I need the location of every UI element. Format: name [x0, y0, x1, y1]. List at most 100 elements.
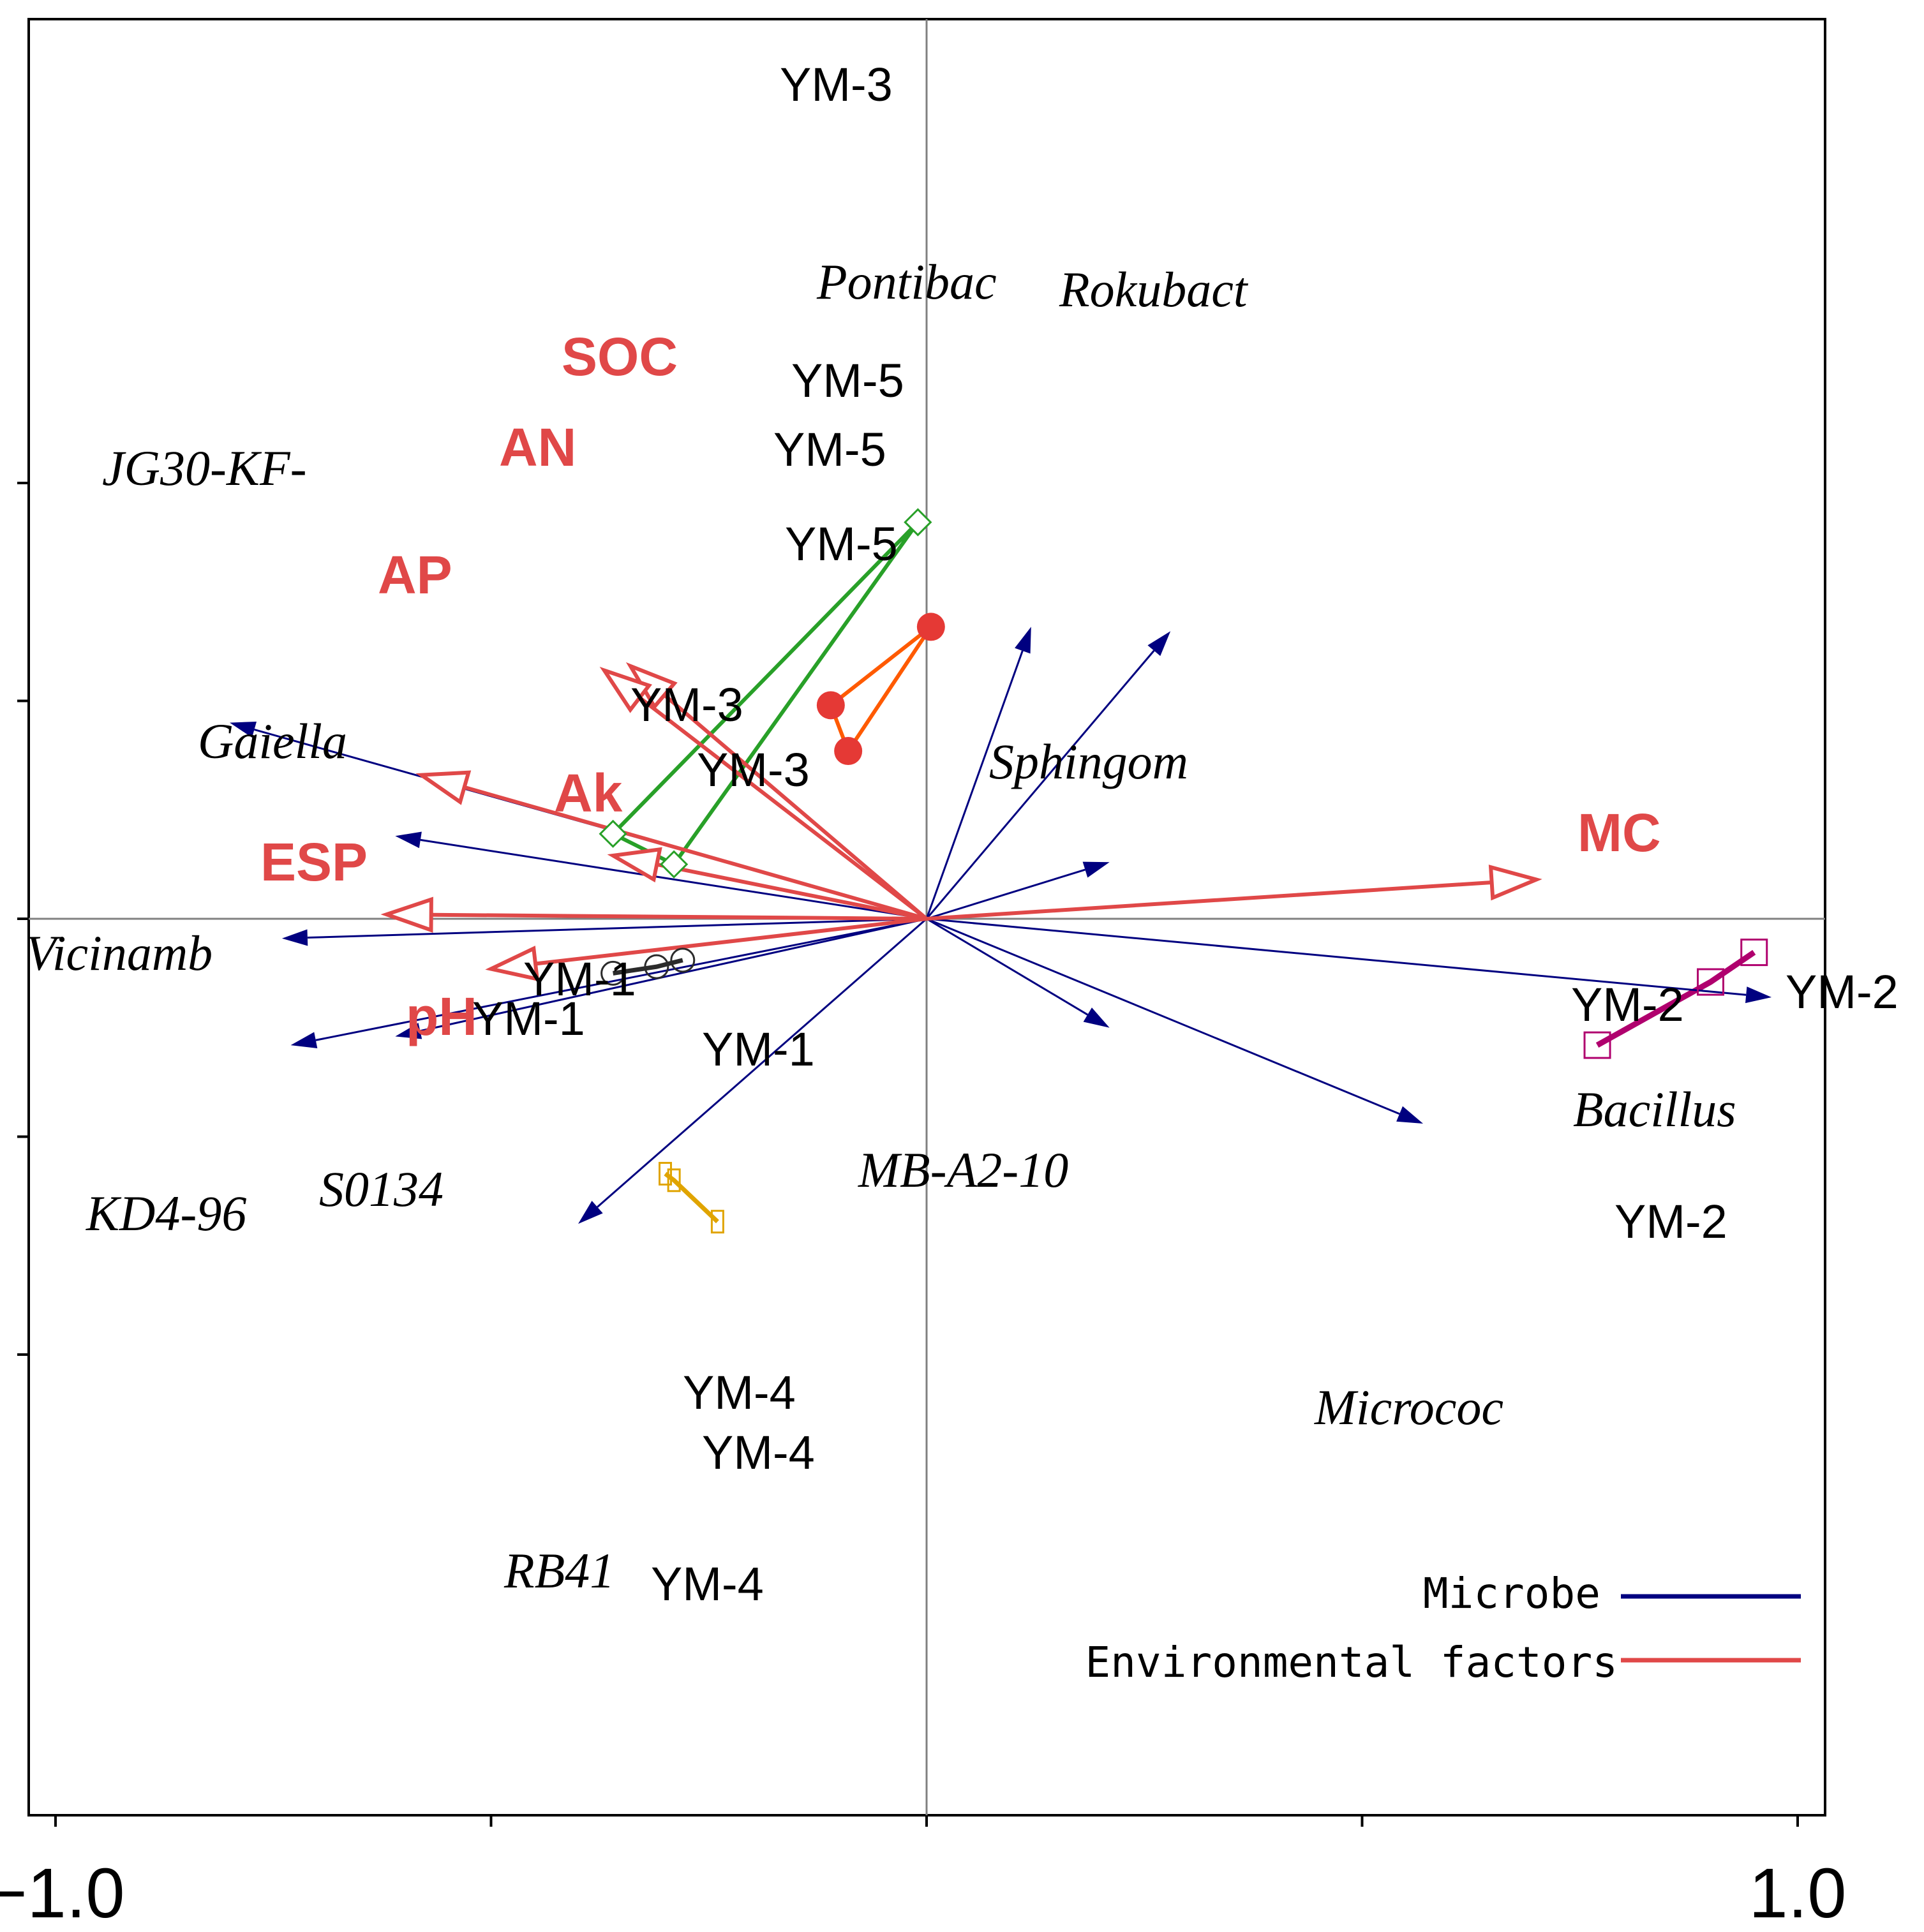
env-arrow-6-head — [1488, 865, 1542, 901]
microbe-arrow-8-shaft — [925, 650, 1155, 919]
sample-point-YM-2-1 — [1697, 968, 1724, 996]
sample-point-YM-2-0 — [1740, 939, 1768, 967]
sample-label: YM-5 — [785, 517, 898, 570]
sample-point-YM-1-1 — [644, 954, 669, 979]
env-arrow-3-shaft — [656, 862, 927, 921]
microbe-arrow-7-head — [1015, 627, 1031, 654]
sample-label: YM-3 — [630, 678, 743, 731]
env-arrows-layer — [380, 662, 1542, 982]
sample-point-YM-4-1 — [667, 1168, 681, 1193]
microbe-arrow-0-head — [230, 721, 257, 738]
microbe-label: Rokubact — [1059, 262, 1249, 317]
microbe-arrow-4-shaft — [420, 918, 927, 1032]
env-arrow-5-head — [485, 946, 540, 982]
env-arrow-2-shaft — [463, 785, 927, 921]
sample-point-YM-3-0 — [904, 508, 932, 537]
microbe-label: MB-A2-10 — [858, 1142, 1068, 1198]
microbe-label: KD4-96 — [86, 1185, 246, 1241]
env-label: AP — [378, 545, 452, 605]
env-arrow-1-head — [599, 667, 652, 713]
microbe-arrow-10-head — [1083, 1007, 1110, 1028]
legend-env-label: Environmental factors — [1085, 1638, 1618, 1687]
microbe-arrow-8-head — [1147, 631, 1171, 657]
sample-label: YM-1 — [523, 953, 636, 1006]
sample-label: YM-3 — [780, 58, 893, 111]
sample-point-YM-4-0 — [659, 1162, 672, 1186]
microbe-arrow-9-shaft — [926, 868, 1085, 920]
env-label: pH — [406, 986, 477, 1046]
env-arrow-4-head — [380, 896, 433, 933]
env-arrow-1-shaft — [638, 696, 928, 921]
sample-point-YM-5-1 — [816, 691, 845, 720]
sample-point-YM-1-2 — [670, 947, 696, 973]
microbe-arrow-2-shaft — [307, 918, 927, 939]
microbe-arrow-3-head — [290, 1032, 318, 1049]
microbe-arrow-1-head — [395, 831, 422, 849]
env-arrow-5-shaft — [535, 917, 927, 966]
sample-label: YM-4 — [702, 1426, 815, 1479]
microbe-label: Vicinamb — [26, 925, 213, 981]
microbe-label: Pontibac — [816, 254, 997, 309]
legend-microbe-label: Microbe — [1423, 1569, 1600, 1618]
sample-label: YM-3 — [697, 743, 810, 796]
env-arrow-2-head — [415, 770, 472, 805]
microbe-arrow-7-shaft — [925, 650, 1024, 919]
env-label: MC — [1577, 803, 1661, 863]
axes-layer: −1.0 1.0 — [0, 18, 1847, 1932]
legend: Microbe Environmental factors — [1085, 1569, 1801, 1687]
microbe-label: Gaiella — [198, 713, 347, 769]
x-tick-label: −1.0 — [0, 1854, 125, 1932]
microbe-arrow-11-shaft — [926, 918, 1400, 1115]
env-arrow-0-shaft — [663, 694, 928, 921]
sample-label: YM-1 — [472, 992, 585, 1045]
sample-point-YM-2-2 — [1583, 1031, 1611, 1059]
sample-hulls-layer — [609, 521, 1756, 1224]
microbe-label: JG30-KF- — [102, 440, 307, 496]
microbe-arrow-11-head — [1396, 1106, 1424, 1124]
sample-label: YM-5 — [773, 423, 886, 476]
microbe-arrow-2-head — [281, 929, 308, 946]
env-arrow-6-shaft — [926, 881, 1492, 921]
labels-layer: JG30-KF- Gaiella Vicinamb KD4-96 S0134 RB41 Po… — [26, 58, 1898, 1610]
microbe-arrows-layer — [230, 627, 1772, 1224]
env-arrow-4-shaft — [431, 912, 927, 921]
sample-label: YM-2 — [1786, 965, 1898, 1018]
microbe-arrow-10-shaft — [926, 918, 1089, 1016]
microbe-label: Bacillus — [1573, 1081, 1736, 1137]
sample-label: YM-2 — [1571, 978, 1684, 1031]
microbe-arrow-5-head — [578, 1200, 603, 1224]
env-arrow-3-head — [607, 847, 662, 883]
sample-point-YM-4-2 — [710, 1210, 724, 1234]
sample-label: YM-2 — [1615, 1195, 1727, 1248]
sample-point-YM-1-0 — [600, 960, 626, 986]
env-label: SOC — [562, 327, 678, 387]
sample-point-YM-5-0 — [916, 613, 945, 641]
hull-YM-1 — [613, 958, 683, 976]
env-label: Ak — [554, 763, 623, 823]
microbe-arrow-12-shaft — [926, 918, 1747, 996]
microbe-arrow-1-shaft — [420, 838, 927, 920]
microbe-arrow-9-head — [1082, 861, 1110, 878]
sample-label: YM-4 — [683, 1366, 796, 1419]
sample-label: YM-5 — [791, 354, 904, 407]
env-label: AN — [499, 417, 576, 477]
sample-point-YM-5-2 — [834, 737, 863, 766]
x-tick-label: 1.0 — [1749, 1854, 1847, 1932]
hull-YM-3 — [609, 521, 920, 867]
hull-YM-4 — [664, 1171, 719, 1224]
hull-YM-5 — [828, 625, 933, 755]
microbe-label: RB41 — [503, 1543, 615, 1598]
sample-point-YM-3-1 — [599, 819, 627, 848]
sample-points-layer — [599, 508, 1768, 1234]
microbe-arrow-3-shaft — [315, 918, 927, 1041]
microbe-arrow-4-head — [395, 1023, 422, 1039]
sample-point-YM-3-2 — [660, 850, 689, 879]
sample-label: YM-1 — [702, 1023, 815, 1076]
microbe-label: S0134 — [319, 1161, 444, 1217]
microbe-arrow-12-head — [1745, 986, 1772, 1004]
hull-YM-2 — [1595, 949, 1756, 1048]
microbe-label: Sphingom — [989, 734, 1188, 789]
microbe-label: Micrococ — [1314, 1379, 1503, 1435]
microbe-arrow-5-shaft — [597, 918, 927, 1208]
